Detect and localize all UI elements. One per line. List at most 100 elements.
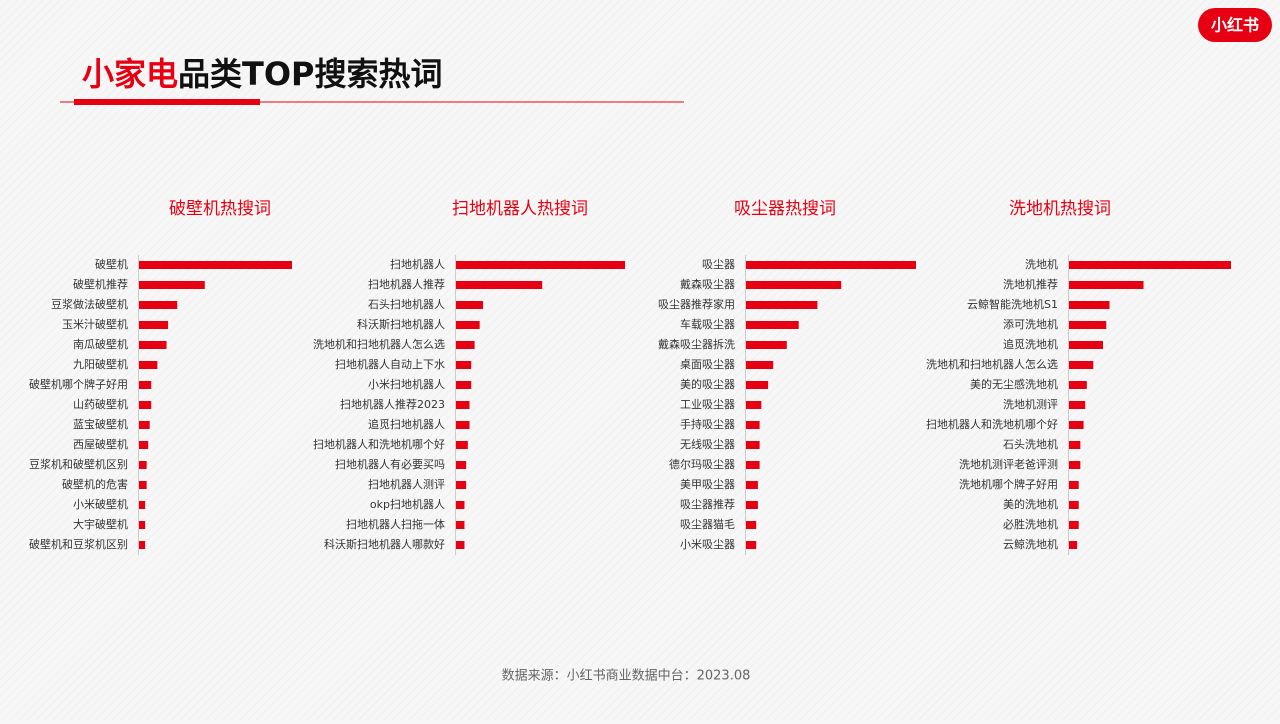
bar [746,301,818,309]
bar [139,281,205,289]
category-label: 美甲吸尘器 [680,478,735,491]
bar [456,361,472,369]
bar [139,501,146,509]
category-label: 山药破壁机 [73,397,128,411]
category-label: 添可洗地机 [1003,317,1058,331]
bar [139,301,178,309]
category-label: 破壁机推荐 [73,277,128,291]
bar [1069,281,1144,289]
bar [456,281,543,289]
bar [1069,481,1079,489]
bar [456,501,465,509]
category-label: 扫地机器人推荐2023 [340,397,445,411]
bar [139,481,147,489]
bar [1069,261,1231,269]
bar [746,341,787,349]
bar [746,541,757,549]
bar [456,261,625,269]
category-label: 云鲸洗地机 [1003,537,1058,551]
bar [139,341,167,349]
category-label: 追觅扫地机器人 [368,417,445,431]
category-label: 洗地机测评 [1003,397,1058,411]
bar [139,381,152,389]
bar [139,541,146,549]
category-label: 南瓜破壁机 [73,337,128,351]
chart-title: 破壁机热搜词 [169,199,271,219]
bar [746,461,760,469]
category-label: 西屋破壁机 [73,437,128,451]
bar [746,321,799,329]
bar [1069,321,1107,329]
bar [139,261,292,269]
bar [1069,521,1079,529]
category-label: 扫地机器人和洗地机哪个好 [926,417,1058,431]
category-label: 云鲸智能洗地机S1 [967,297,1058,311]
category-label: 吸尘器推荐家用 [658,297,735,311]
bar [1069,501,1079,509]
category-label: 追觅洗地机 [1003,337,1058,351]
bar [746,401,762,409]
bar [1069,341,1104,349]
bar [139,521,146,529]
bar [456,521,465,529]
bar [746,501,758,509]
category-label: 戴森吸尘器拆洗 [658,337,735,351]
category-label: 小米破壁机 [73,497,128,511]
bar [456,461,467,469]
title-accent [74,99,260,105]
title-highlight: 小家电 [82,55,178,93]
category-label: 破壁机的危害 [62,477,128,491]
category-label: 豆浆做法破壁机 [51,297,128,311]
category-label: 扫地机器人有必要买吗 [335,457,445,471]
category-label: 吸尘器猫毛 [680,518,735,531]
category-label: 洗地机推荐 [1003,277,1058,291]
category-label: 石头洗地机 [1003,437,1058,451]
category-label: 工业吸尘器 [680,398,735,411]
category-label: 扫地机器人和洗地机哪个好 [313,437,445,451]
category-label: 美的无尘感洗地机 [970,377,1058,391]
bar [1069,361,1094,369]
category-label: 扫地机器人测评 [368,477,445,491]
category-label: 桌面吸尘器 [680,358,735,371]
category-label: okp扫地机器人 [370,497,445,511]
category-label: 扫地机器人自动上下水 [335,357,445,371]
bar [139,321,169,329]
category-label: 吸尘器 [702,258,735,271]
bar [1069,461,1081,469]
logo-text: 小红书 [1211,16,1259,35]
bar [746,521,757,529]
category-label: 洗地机 [1025,257,1058,271]
bar [746,421,760,429]
category-label: 扫地机器人推荐 [368,277,445,291]
category-label: 无线吸尘器 [680,437,735,451]
bar [746,361,774,369]
chart-title: 扫地机器人热搜词 [452,199,588,219]
category-label: 车载吸尘器 [680,317,735,331]
category-label: 洗地机测评老爸评测 [959,457,1058,471]
bar [1069,401,1086,409]
bar [746,441,760,449]
bar [456,481,467,489]
category-label: 九阳破壁机 [73,357,128,371]
bar [1069,381,1087,389]
bar [1069,441,1081,449]
bar [456,421,470,429]
bar [456,321,480,329]
bar [456,341,475,349]
category-label: 洗地机和扫地机器人怎么选 [313,337,445,351]
category-label: 小米扫地机器人 [368,377,445,391]
bar [1069,301,1110,309]
category-label: 小米吸尘器 [680,538,735,551]
category-label: 大宇破壁机 [73,517,128,531]
bar [139,361,158,369]
bar [139,461,147,469]
category-label: 洗地机哪个牌子好用 [959,477,1058,491]
chart-title: 洗地机热搜词 [1009,199,1111,219]
category-label: 破壁机哪个牌子好用 [29,377,128,391]
category-label: 戴森吸尘器 [680,277,735,291]
category-label: 破壁机和豆浆机区别 [29,537,128,551]
category-label: 豆浆机和破壁机区别 [29,457,128,471]
bar [456,541,465,549]
